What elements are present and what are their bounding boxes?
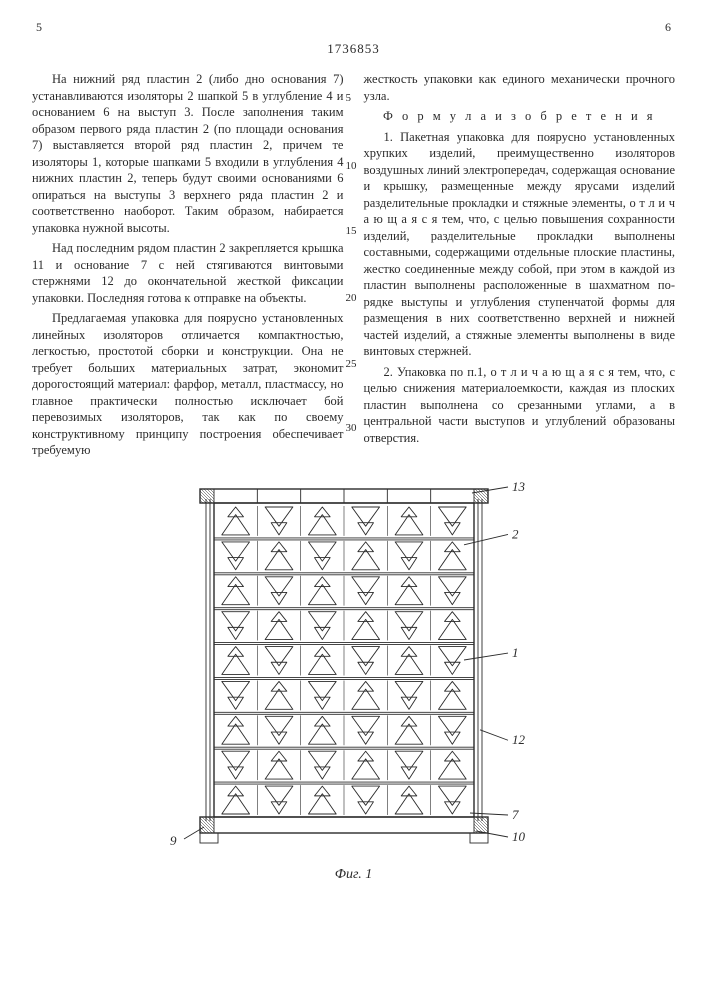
svg-text:2: 2 [512, 526, 519, 541]
svg-text:1: 1 [512, 645, 519, 660]
formula-title: Ф о р м у л а и з о б р е т е н и я [364, 108, 676, 125]
page-col-right: 6 [665, 20, 671, 35]
left-p2: Над последним рядом пластин 2 за­крепляе… [32, 240, 344, 306]
figure-caption: Фиг. 1 [32, 867, 675, 883]
right-p1: 1. Пакетная упаковка для поярусно устано… [364, 129, 676, 360]
text-columns: На нижний ряд пластин 2 (либо дно основа… [32, 71, 675, 463]
svg-text:13: 13 [512, 481, 526, 494]
svg-text:9: 9 [170, 833, 177, 848]
page-col-left: 5 [36, 20, 42, 35]
left-p3: Предлагаемая упаковка для поярусно устан… [32, 310, 344, 459]
document-number: 1736853 [32, 41, 675, 57]
svg-text:12: 12 [512, 732, 526, 747]
lineno-30: 30 [346, 423, 357, 434]
figure-1: 13 2 1 12 7 10 9 [144, 481, 564, 861]
lineno-20: 20 [346, 293, 357, 304]
left-p1: На нижний ряд пластин 2 (либо дно основа… [32, 71, 344, 236]
lineno-25: 25 [346, 359, 357, 370]
lineno-10: 10 [346, 161, 357, 172]
right-p2: 2. Упаковка по п.1, о т л и ч а ю ­щ а я… [364, 364, 676, 447]
right-column: 5 10 15 20 25 30 жесткость упаковки как … [364, 71, 676, 463]
svg-text:7: 7 [512, 807, 519, 822]
lineno-5: 5 [346, 93, 352, 104]
right-p0: жесткость упаковки как единого меха­ниче… [364, 71, 676, 104]
svg-text:10: 10 [512, 829, 526, 844]
left-column: На нижний ряд пластин 2 (либо дно основа… [32, 71, 344, 463]
lineno-15: 15 [346, 226, 357, 237]
